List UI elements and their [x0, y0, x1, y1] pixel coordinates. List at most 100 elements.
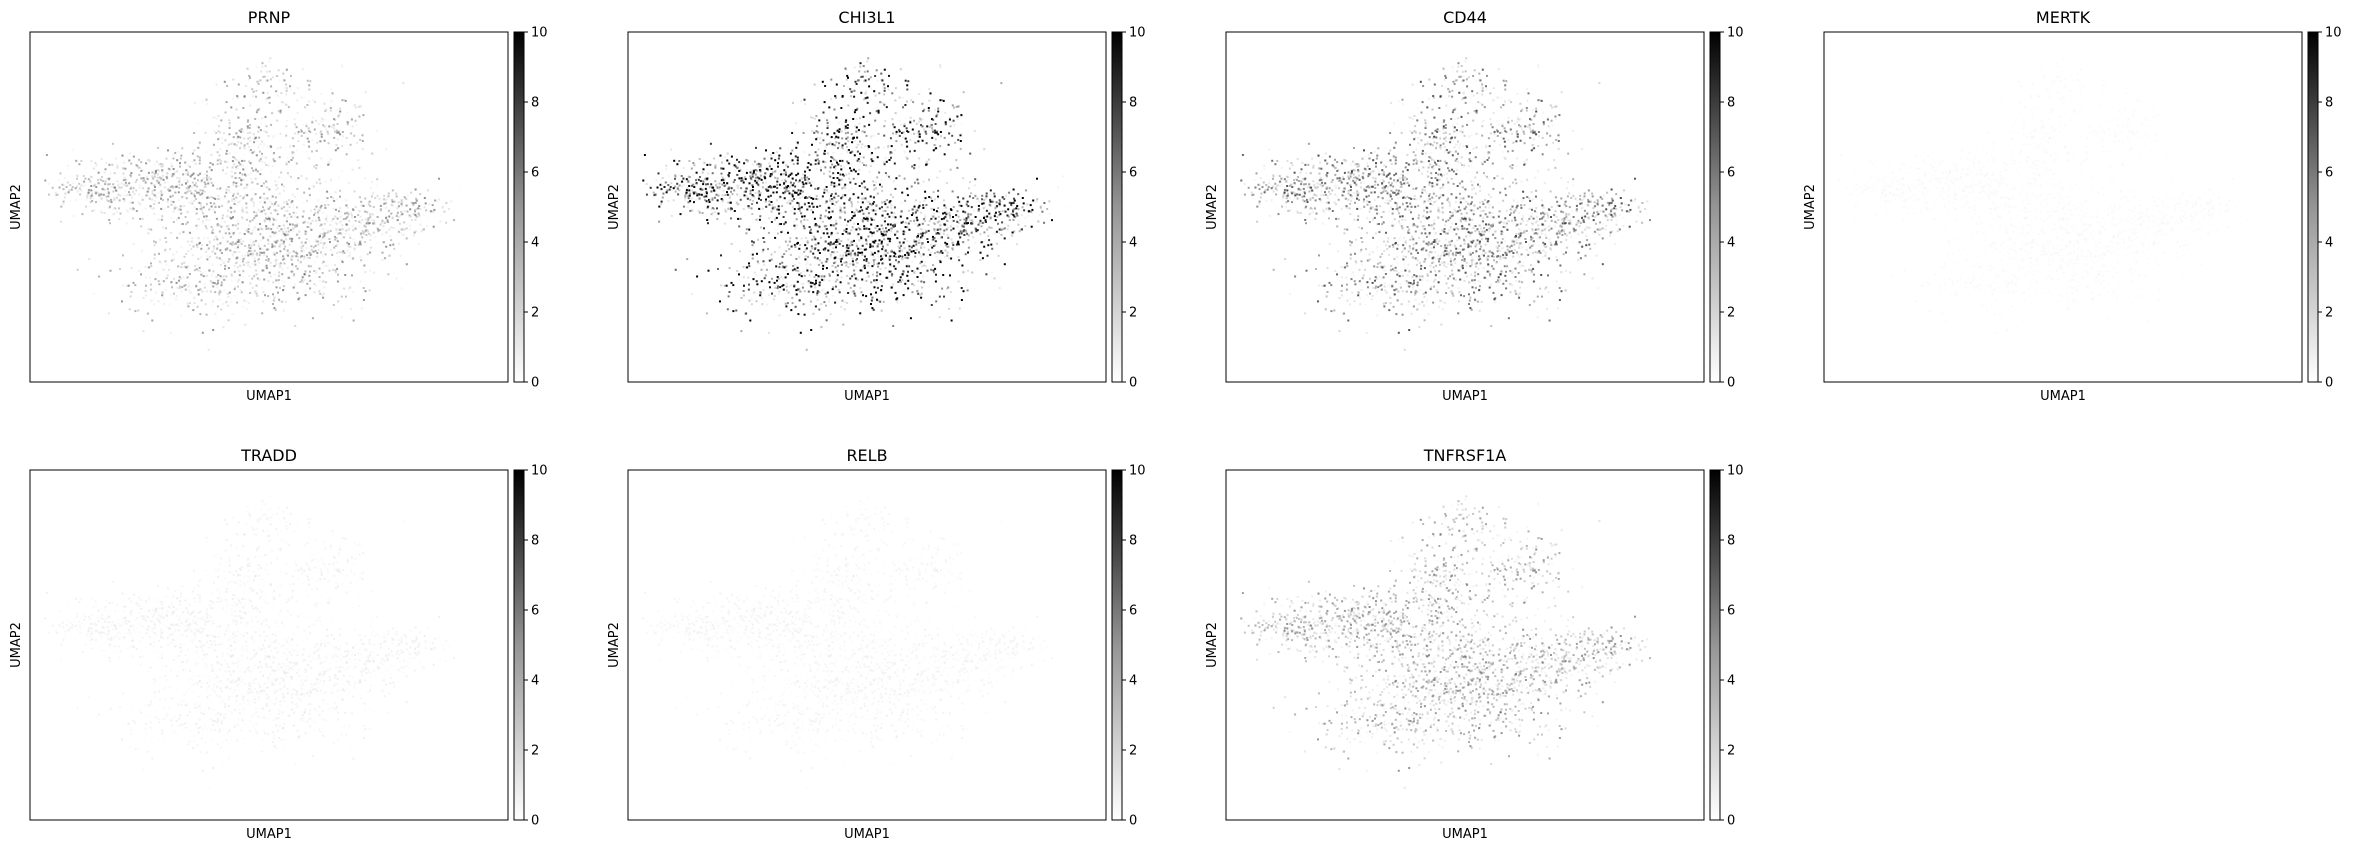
- cell-point: [890, 265, 892, 267]
- cell-point: [845, 143, 847, 145]
- cell-point: [784, 171, 786, 173]
- cell-point: [236, 165, 238, 167]
- cell-point: [217, 195, 219, 197]
- cell-point: [166, 158, 168, 160]
- cell-point: [873, 189, 875, 191]
- cell-point: [191, 200, 193, 202]
- cell-point: [199, 163, 201, 165]
- cell-point: [241, 243, 243, 245]
- cell-point: [304, 273, 306, 275]
- cell-point: [801, 216, 803, 218]
- cell-point: [192, 210, 194, 212]
- cell-point: [267, 97, 269, 99]
- cell-point: [308, 89, 310, 91]
- cell-point: [273, 160, 275, 162]
- cell-point: [883, 238, 885, 240]
- cell-point: [837, 265, 839, 267]
- cell-point: [130, 163, 132, 165]
- cell-point: [357, 159, 359, 161]
- cell-point: [221, 107, 223, 109]
- cell-point: [750, 178, 752, 180]
- cell-point: [101, 198, 103, 200]
- cell-point: [251, 167, 253, 169]
- cell-point: [839, 211, 841, 213]
- cell-point: [380, 200, 382, 202]
- cell-point: [862, 201, 864, 203]
- cell-point: [329, 256, 331, 258]
- cell-point: [322, 218, 324, 220]
- cell-point: [322, 297, 324, 299]
- cell-point: [339, 111, 341, 113]
- cell-point: [280, 112, 282, 114]
- cell-point: [212, 329, 214, 331]
- cell-point: [736, 185, 738, 187]
- cell-point: [253, 188, 255, 190]
- cell-point: [302, 253, 304, 255]
- cell-point: [263, 143, 265, 145]
- cell-point: [844, 207, 846, 209]
- cell-point: [1019, 230, 1021, 232]
- cell-point: [422, 228, 424, 230]
- cell-point: [206, 275, 208, 277]
- cell-point: [242, 281, 244, 283]
- cell-point: [89, 206, 91, 208]
- cell-point: [816, 206, 818, 208]
- cell-point: [305, 202, 307, 204]
- cell-point: [837, 177, 839, 179]
- cell-point: [292, 157, 294, 159]
- cell-point: [324, 110, 326, 112]
- cell-point: [896, 231, 898, 233]
- cell-point: [149, 160, 151, 162]
- cell-point: [799, 244, 801, 246]
- cell-point: [797, 157, 799, 159]
- cell-point: [870, 218, 872, 220]
- cell-point: [173, 211, 175, 213]
- cell-point: [349, 252, 351, 254]
- cell-point: [712, 187, 714, 189]
- cell-point: [796, 189, 798, 191]
- cell-point: [317, 241, 319, 243]
- cell-point: [908, 210, 910, 212]
- cell-point: [768, 174, 770, 176]
- cell-point: [922, 275, 924, 277]
- cell-point: [312, 117, 314, 119]
- cell-point: [72, 149, 74, 151]
- cell-point: [147, 189, 149, 191]
- cell-point: [256, 293, 258, 295]
- cell-point: [393, 248, 395, 250]
- cell-point: [179, 281, 181, 283]
- cell-point: [234, 288, 236, 290]
- cell-point: [864, 245, 866, 247]
- cell-point: [264, 152, 266, 154]
- cell-point: [853, 231, 855, 233]
- cell-point: [871, 160, 873, 162]
- cell-point: [870, 165, 872, 167]
- cell-point: [360, 259, 362, 261]
- cell-point: [361, 219, 363, 221]
- cell-point: [847, 232, 849, 234]
- cell-point: [212, 301, 214, 303]
- cell-point: [252, 255, 254, 257]
- cell-point: [102, 180, 104, 182]
- cell-point: [321, 136, 323, 138]
- cell-point: [715, 165, 717, 167]
- cell-point: [234, 286, 236, 288]
- cell-point: [253, 244, 255, 246]
- cell-point: [324, 228, 326, 230]
- cell-point: [748, 207, 750, 209]
- cell-point: [252, 90, 254, 92]
- cell-point: [861, 209, 863, 211]
- cell-point: [862, 130, 864, 132]
- cell-point: [833, 145, 835, 147]
- cell-point: [235, 152, 237, 154]
- cell-point: [910, 244, 912, 246]
- cell-point: [907, 280, 909, 282]
- cell-point: [776, 187, 778, 189]
- cell-point: [193, 200, 195, 202]
- cell-point: [325, 281, 327, 283]
- cell-point: [371, 195, 373, 197]
- cell-point: [859, 156, 861, 158]
- cell-point: [107, 195, 109, 197]
- cell-point: [219, 231, 221, 233]
- cell-point: [838, 179, 840, 181]
